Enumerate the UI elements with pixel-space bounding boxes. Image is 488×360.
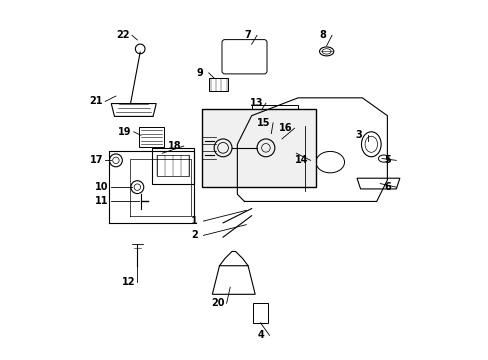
Text: 22: 22 xyxy=(116,30,129,40)
Text: 6: 6 xyxy=(383,182,390,192)
Text: 12: 12 xyxy=(122,277,135,287)
Bar xyxy=(201,109,315,187)
Text: 17: 17 xyxy=(89,156,103,165)
Text: 11: 11 xyxy=(95,197,108,206)
Text: 20: 20 xyxy=(210,298,224,308)
Text: 8: 8 xyxy=(319,30,326,40)
Bar xyxy=(139,127,164,147)
Text: 3: 3 xyxy=(355,130,362,140)
Text: 10: 10 xyxy=(95,182,108,192)
Text: 5: 5 xyxy=(383,156,390,165)
Bar xyxy=(208,78,228,91)
Text: 1: 1 xyxy=(191,216,198,226)
Bar xyxy=(157,155,189,176)
Text: 15: 15 xyxy=(257,118,270,128)
Text: 9: 9 xyxy=(196,68,203,78)
Text: 16: 16 xyxy=(278,123,292,133)
Text: 14: 14 xyxy=(294,156,308,165)
Bar xyxy=(253,303,267,323)
Text: 18: 18 xyxy=(168,141,181,151)
Text: 19: 19 xyxy=(118,127,131,137)
Text: 2: 2 xyxy=(191,230,198,240)
Text: 21: 21 xyxy=(89,96,103,107)
Text: 4: 4 xyxy=(257,330,264,341)
Text: 7: 7 xyxy=(244,30,251,40)
Bar xyxy=(151,148,194,184)
Bar xyxy=(251,105,298,137)
Text: 13: 13 xyxy=(250,98,263,108)
